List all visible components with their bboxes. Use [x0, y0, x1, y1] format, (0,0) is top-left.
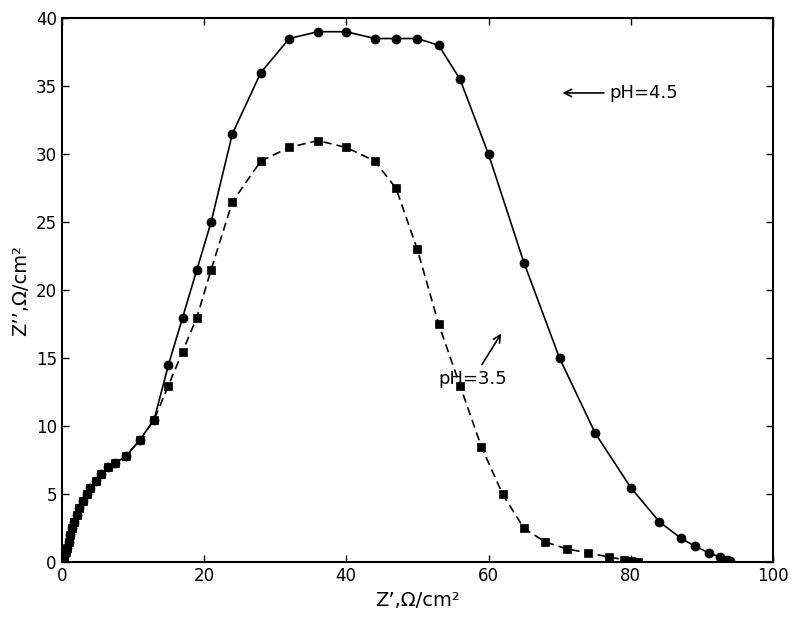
Text: pH=4.5: pH=4.5	[564, 84, 678, 102]
Y-axis label: Z’’,Ω/cm²: Z’’,Ω/cm²	[11, 245, 30, 336]
X-axis label: Z’,Ω/cm²: Z’,Ω/cm²	[375, 591, 460, 610]
Text: pH=3.5: pH=3.5	[438, 335, 507, 388]
